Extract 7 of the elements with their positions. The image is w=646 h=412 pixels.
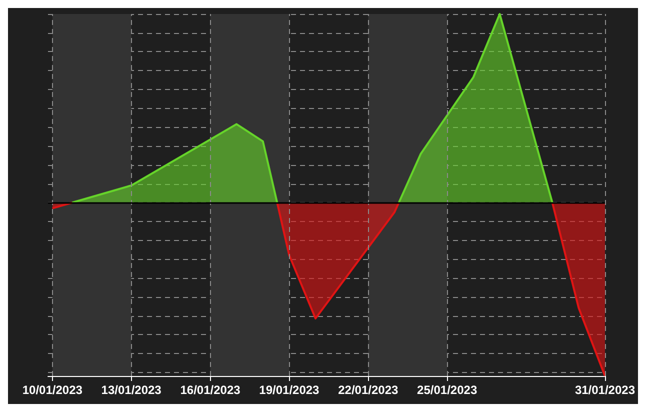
x-tick-label: 22/01/2023 [338, 383, 398, 397]
x-tick-label: 19/01/2023 [259, 383, 320, 397]
x-tick-label: 16/01/2023 [180, 383, 241, 397]
x-tick-label: 10/01/2023 [22, 383, 83, 397]
x-tick-label: 31/01/2023 [574, 383, 636, 397]
x-tick-label: 13/01/2023 [101, 383, 162, 397]
x-tick-label: 25/01/2023 [417, 383, 478, 397]
